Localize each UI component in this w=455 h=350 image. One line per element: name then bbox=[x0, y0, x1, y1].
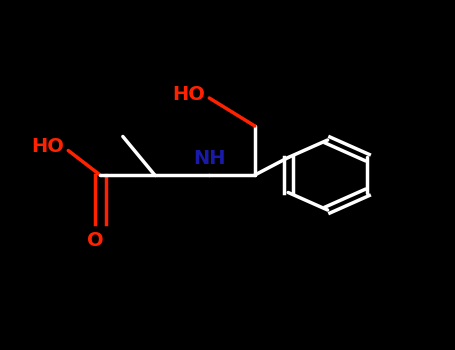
Text: HO: HO bbox=[31, 138, 64, 156]
Text: HO: HO bbox=[172, 85, 205, 104]
Text: NH: NH bbox=[193, 149, 226, 168]
Text: O: O bbox=[87, 231, 104, 250]
